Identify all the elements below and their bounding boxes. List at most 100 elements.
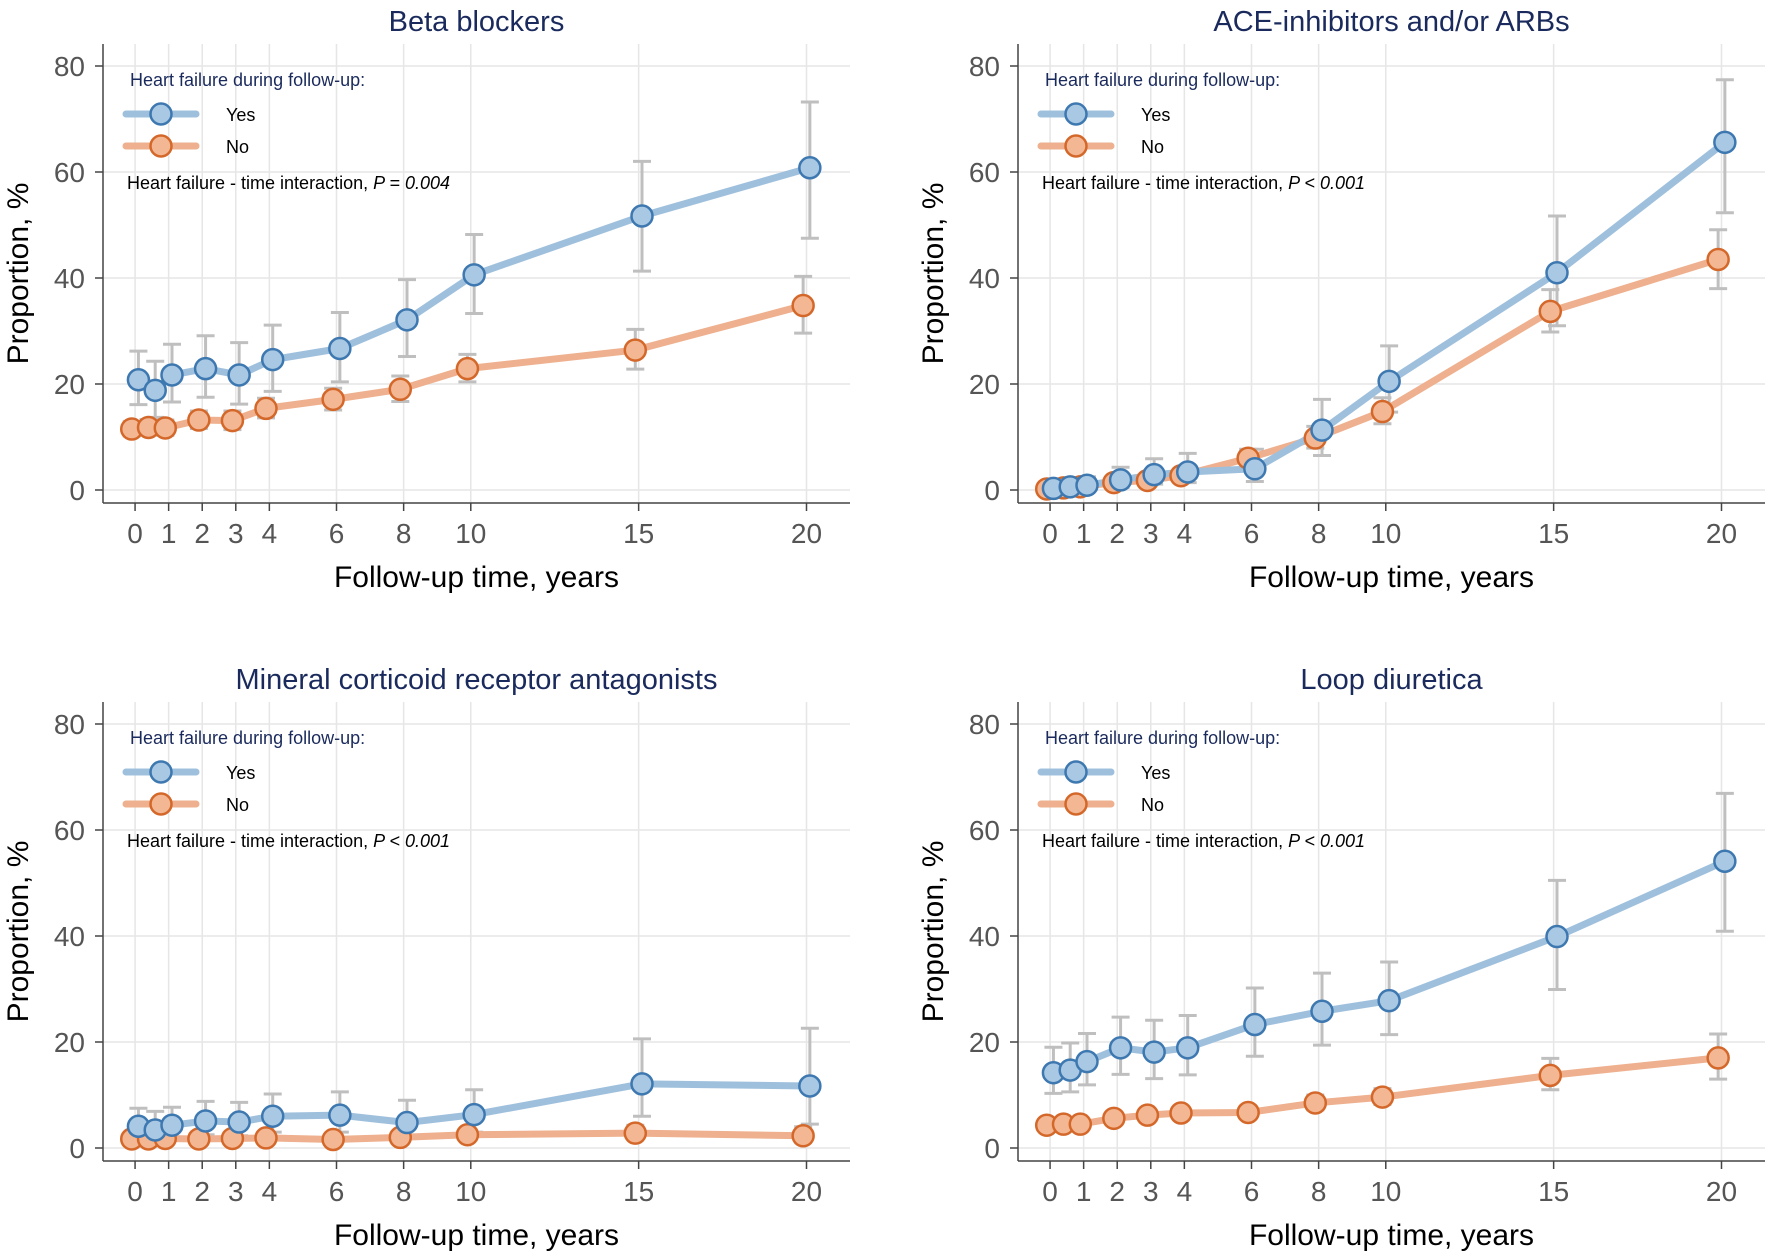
x-tick-label: 1: [161, 1176, 177, 1207]
data-point-no: [1538, 299, 1563, 324]
data-point-yes: [1175, 460, 1200, 484]
y-tick-label: 80: [969, 51, 1000, 82]
annotation-text: Heart failure - time interaction,: [1042, 831, 1283, 851]
data-point-yes: [1545, 260, 1569, 285]
data-point-no: [388, 377, 413, 402]
x-tick-label: 10: [1370, 1176, 1401, 1207]
data-point-no: [153, 416, 178, 440]
data-point-yes: [1243, 457, 1267, 481]
x-tick-label: 3: [228, 1176, 244, 1207]
x-axis-title: Follow-up time, years: [334, 1219, 619, 1252]
data-point-yes: [462, 1102, 486, 1127]
legend-swatch-marker: [1064, 102, 1088, 126]
y-tick-label: 20: [54, 369, 85, 400]
data-point-no: [1706, 247, 1730, 272]
data-point-no: [1236, 1100, 1260, 1125]
data-point-no: [1135, 1103, 1160, 1127]
data-point-yes: [1310, 999, 1334, 1024]
data-point-yes: [227, 1110, 251, 1134]
data-point-yes: [160, 1113, 184, 1137]
y-tick-label: 40: [969, 921, 1000, 952]
x-tick-label: 6: [1244, 518, 1260, 549]
data-point-no: [254, 1126, 278, 1150]
data-point-yes: [328, 1103, 352, 1127]
data-point-yes: [1075, 1049, 1099, 1074]
legend-title: Heart failure during follow-up:: [130, 70, 365, 90]
legend-swatch-marker: [149, 102, 173, 126]
y-tick-label: 20: [969, 369, 1000, 400]
data-point-yes: [798, 1074, 822, 1098]
data-point-no: [1538, 1063, 1563, 1088]
data-point-no: [321, 1127, 345, 1152]
data-point-yes: [1175, 1036, 1200, 1060]
data-point-yes: [630, 1072, 654, 1096]
legend-title: Heart failure during follow-up:: [1045, 728, 1280, 748]
y-tick-label: 40: [54, 263, 85, 294]
x-tick-label: 4: [262, 1176, 278, 1207]
ci-group-no: [1037, 228, 1728, 492]
legend-label: Yes: [1141, 105, 1170, 125]
x-axis-title: Follow-up time, years: [1249, 561, 1534, 594]
annotation: Heart failure - time interaction, P < 0.0…: [1042, 831, 1365, 851]
x-tick-label: 0: [127, 518, 143, 549]
data-point-yes: [1075, 473, 1099, 497]
annotation-p-value: P < 0.001: [1288, 173, 1365, 193]
annotation-p-value: P < 0.001: [1288, 831, 1365, 851]
data-point-no: [220, 408, 245, 433]
y-tick-label: 80: [969, 709, 1000, 740]
series-markers-no: [1034, 1046, 1730, 1137]
data-point-no: [455, 1123, 480, 1147]
legend-swatch-marker: [1064, 792, 1088, 816]
legend: Heart failure during follow-up: Yes No: [1037, 70, 1280, 158]
x-tick-label: 0: [1042, 518, 1058, 549]
y-tick-label: 40: [54, 921, 85, 952]
data-point-yes: [1108, 468, 1133, 492]
y-axis-title: Proportion, %: [2, 183, 35, 365]
series-markers-yes: [1041, 130, 1737, 501]
y-axis-title: Proportion, %: [917, 183, 950, 365]
legend-label: No: [226, 137, 249, 157]
legend-title: Heart failure during follow-up:: [130, 728, 365, 748]
series-markers-yes: [1041, 849, 1737, 1085]
x-tick-label: 8: [396, 1176, 412, 1207]
y-tick-label: 0: [984, 475, 1000, 506]
data-point-yes: [260, 1104, 285, 1128]
x-tick-label: 4: [1177, 1176, 1193, 1207]
x-tick-label: 10: [455, 518, 486, 549]
annotation-p-value: P < 0.001: [373, 831, 450, 851]
data-point-no: [1068, 1112, 1093, 1136]
legend-label: No: [1141, 137, 1164, 157]
y-tick-label: 0: [69, 1133, 85, 1164]
y-tick-label: 80: [54, 709, 85, 740]
data-point-no: [1169, 1101, 1193, 1125]
data-point-no: [187, 408, 211, 432]
data-point-yes: [1377, 369, 1401, 394]
data-point-yes: [227, 363, 251, 387]
legend-label: Yes: [226, 763, 255, 783]
legend: Heart failure during follow-up: Yes No: [122, 70, 365, 158]
data-point-no: [1303, 1091, 1328, 1115]
x-tick-label: 15: [1538, 1176, 1569, 1207]
annotation-p-value: P = 0.004: [373, 173, 450, 193]
data-point-yes: [1142, 1040, 1166, 1064]
x-tick-label: 6: [1244, 1176, 1260, 1207]
legend: Heart failure during follow-up: Yes No: [122, 728, 365, 816]
x-tick-label: 3: [228, 518, 244, 549]
annotation: Heart failure - time interaction, P < 0.0…: [1042, 173, 1365, 193]
data-point-yes: [395, 1110, 419, 1135]
y-tick-label: 0: [69, 475, 85, 506]
y-tick-label: 20: [54, 1027, 85, 1058]
x-tick-label: 3: [1143, 1176, 1159, 1207]
x-tick-label: 20: [1706, 518, 1737, 549]
x-tick-label: 2: [194, 518, 210, 549]
y-tick-label: 80: [54, 51, 85, 82]
x-tick-label: 2: [194, 1176, 210, 1207]
x-tick-label: 10: [1370, 518, 1401, 549]
x-tick-label: 15: [623, 518, 654, 549]
series-markers-yes: [126, 156, 822, 403]
x-tick-label: 8: [1311, 518, 1327, 549]
